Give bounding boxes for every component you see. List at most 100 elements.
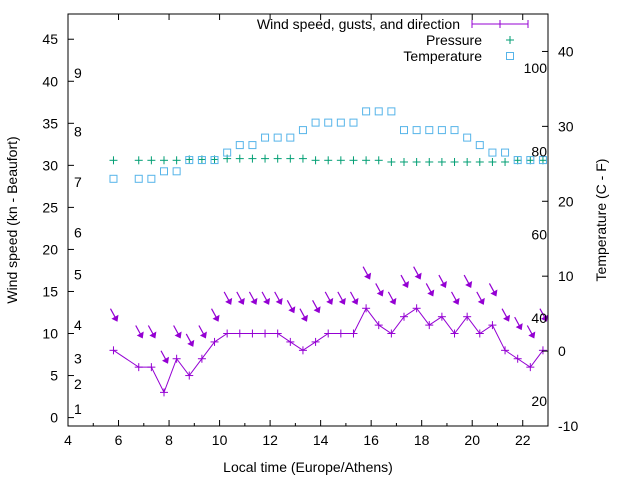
wind-speed-point: [109, 346, 118, 355]
wind-speed-point: [286, 337, 295, 346]
wind-gust-arrow: [400, 274, 409, 289]
temperature-point: [223, 148, 232, 157]
wind-speed-point: [134, 363, 143, 372]
x-tick-label: 10: [212, 432, 228, 448]
pressure-point: [412, 157, 421, 166]
wind-gust-arrow: [210, 308, 220, 322]
wind-gust-arrow: [501, 308, 511, 322]
temperature-point: [374, 107, 383, 116]
wind-gust-arrow: [236, 291, 245, 305]
temperature-point: [488, 148, 497, 157]
wind-gust-arrow: [147, 325, 157, 339]
temperature-point: [311, 118, 320, 127]
wind-gust-arrow: [173, 325, 182, 339]
wind-speed-point: [501, 346, 510, 355]
wind-gust-arrow: [488, 283, 498, 297]
y2-axis-label: Temperature (C - F): [593, 159, 609, 282]
wind-speed-point: [324, 329, 333, 338]
pressure-point: [400, 157, 408, 166]
wind-gust-arrow: [526, 325, 536, 339]
wind-gust-arrow: [248, 291, 258, 305]
wind-speed-line: [113, 307, 544, 394]
wind-gust-arrow: [337, 291, 346, 305]
temperature-point: [425, 126, 434, 135]
wind-gust-arrow: [185, 333, 195, 347]
x-tick-label: 12: [262, 432, 278, 448]
x-axis-label: Local time (Europe/Athens): [223, 459, 393, 475]
pressure-point: [437, 157, 446, 166]
temperature-point: [298, 126, 307, 135]
pressure-point: [160, 156, 168, 165]
wind-gust-arrow: [387, 291, 397, 305]
temperature-point: [147, 174, 156, 183]
beaufort-label: 3: [74, 351, 82, 367]
wind-speed-point: [336, 329, 345, 338]
wind-gust-arrow: [160, 350, 169, 364]
wind-speed-point: [235, 329, 244, 338]
temperature-point: [134, 174, 143, 183]
temperature-point: [160, 167, 168, 176]
x-tick-label: 18: [414, 432, 430, 448]
wind-gust-arrow: [375, 283, 384, 297]
wind-gust-arrow: [324, 291, 334, 305]
fahrenheit-label: 60: [531, 227, 547, 243]
wind-gust-arrow: [198, 325, 207, 339]
wind-speed-point: [349, 329, 358, 338]
wind-speed-point: [248, 329, 257, 338]
temperature-point: [324, 118, 333, 127]
wind-gust-arrow: [450, 291, 460, 305]
beaufort-label: 4: [74, 317, 82, 333]
wind-speed-point: [185, 371, 194, 380]
temperature-point: [387, 107, 396, 116]
temperature-point: [400, 126, 408, 135]
temperature-point: [235, 141, 244, 150]
temperature-point: [210, 156, 219, 165]
wind-gust-arrow: [463, 274, 473, 289]
temperature-point: [273, 133, 282, 142]
pressure-point: [172, 156, 181, 165]
legend-sample-wind-marker: [496, 20, 504, 28]
y-tick-label: 10: [42, 326, 58, 342]
y2-tick-label: 30: [558, 118, 574, 134]
temperature-point: [513, 156, 522, 165]
wind-speed-point: [147, 363, 156, 372]
pressure-point: [374, 156, 383, 165]
beaufort-label: 8: [74, 124, 82, 140]
y-tick-label: 25: [42, 199, 58, 215]
temperature-point: [286, 133, 295, 142]
pressure-point: [235, 154, 244, 163]
pressure-point: [311, 156, 320, 165]
y-tick-label: 0: [50, 410, 58, 426]
temperature-point: [463, 133, 472, 142]
fahrenheit-label: 40: [531, 310, 547, 326]
wind-gust-arrow: [425, 283, 435, 297]
temperature-point: [475, 141, 484, 150]
wind-speed-point: [374, 321, 383, 330]
temperature-point: [172, 167, 181, 176]
temperature-point: [412, 126, 421, 135]
wind-gust-arrow: [514, 316, 523, 331]
pressure-point: [387, 157, 396, 166]
wind-speed-point: [538, 346, 547, 355]
y-axis-label: Wind speed (kn - Beaufort): [4, 136, 20, 303]
beaufort-label: 7: [74, 174, 82, 190]
wind-speed-point: [160, 388, 168, 397]
y-tick-label: 35: [42, 115, 58, 131]
fahrenheit-label: 80: [531, 143, 547, 159]
x-tick-label: 20: [464, 432, 480, 448]
wind-speed-point: [197, 354, 206, 363]
wind-gust-arrow: [349, 291, 359, 305]
wind-speed-point: [412, 304, 421, 313]
wind-speed-point: [172, 354, 181, 363]
temperature-point: [197, 156, 206, 165]
wind-speed-point: [463, 312, 472, 321]
pressure-point: [248, 154, 257, 163]
temperature-point: [109, 174, 118, 183]
y2-tick-label: -10: [558, 418, 578, 434]
legend-label-temperature: Temperature: [403, 48, 482, 64]
y-tick-label: 15: [42, 283, 58, 299]
x-tick-label: 22: [515, 432, 531, 448]
y-tick-label: 5: [50, 368, 58, 384]
wind-gust-arrow: [476, 291, 485, 305]
